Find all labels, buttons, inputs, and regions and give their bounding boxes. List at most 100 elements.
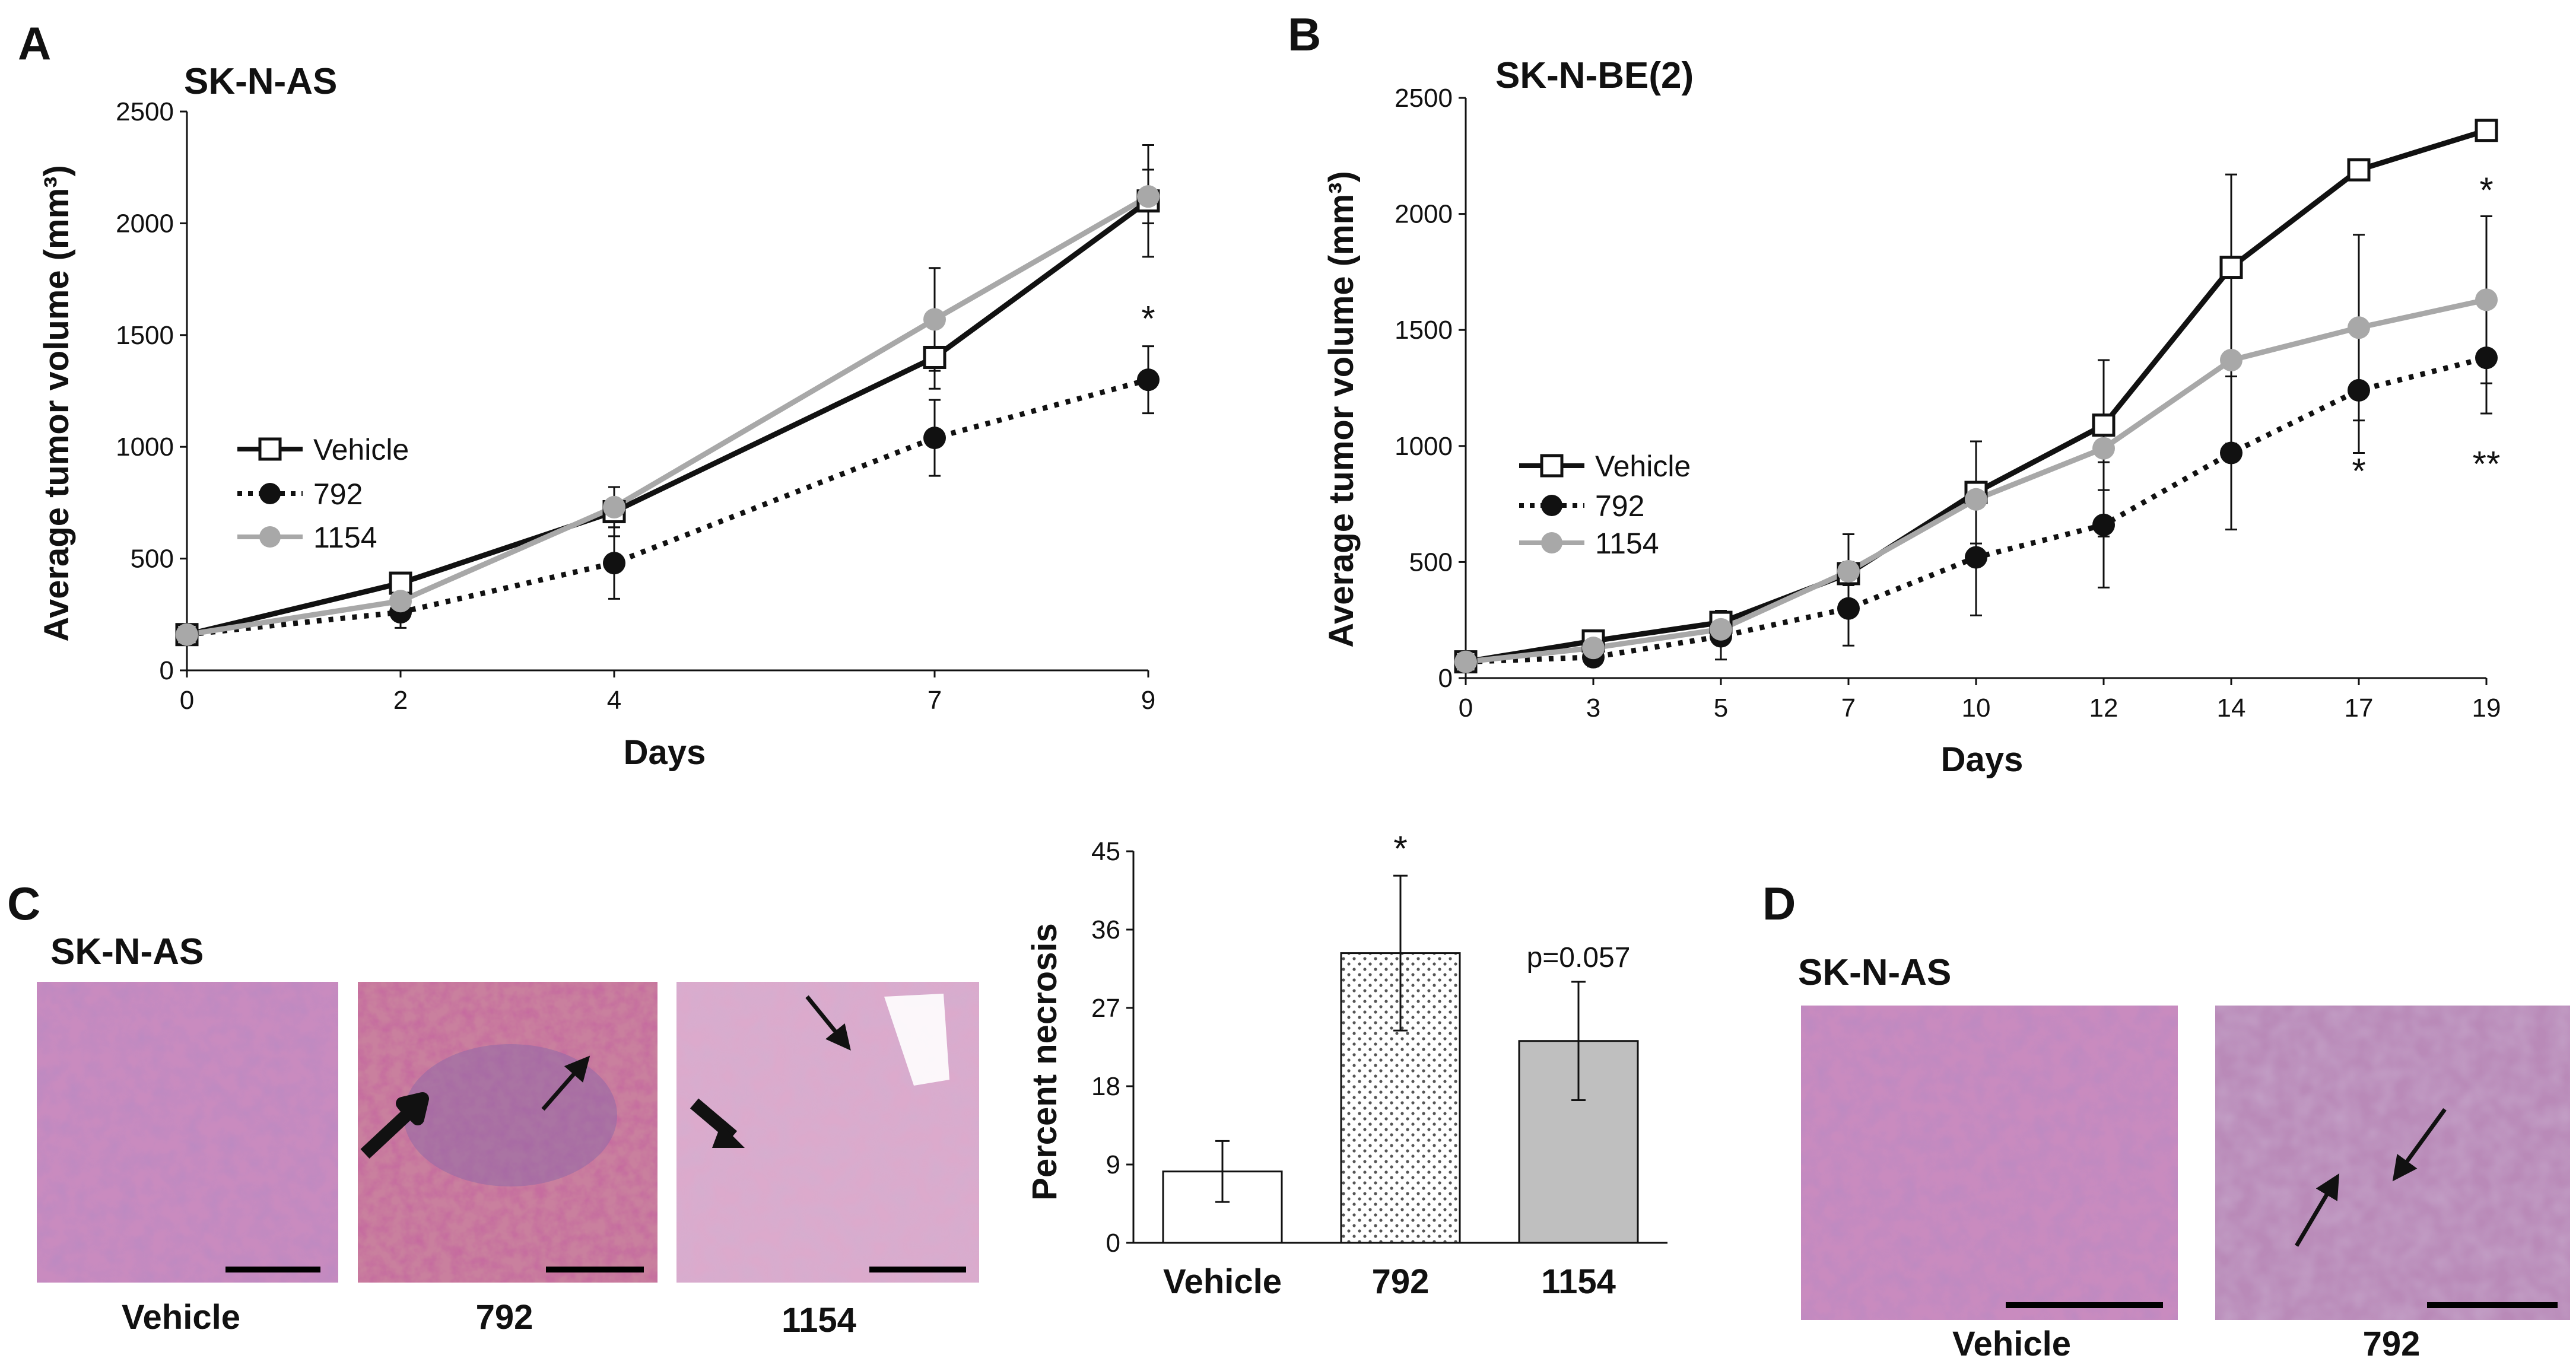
x-tick-label: 9 [1141, 686, 1155, 715]
significance-mark: ** [2473, 444, 2501, 484]
y-tick-label: 0 [1438, 664, 1453, 693]
y-tick-label: 1000 [1395, 432, 1453, 461]
data-point-1154 [1582, 637, 1605, 660]
chart-b-legend-vehicle: Vehicle [1595, 450, 1691, 483]
y-tick-label: 0 [1106, 1229, 1120, 1258]
data-point-vehicle [2092, 413, 2116, 437]
significance-mark: * [2479, 170, 2493, 210]
data-point-1154 [603, 495, 625, 518]
chart-c-bar: 0 9 18 27 36 45 Vehicle 792 1154 * p=0.057 Percen… [1025, 829, 1667, 1301]
chart-b-legend-1154: 1154 [1595, 527, 1659, 560]
panel-letter-b: B [1288, 8, 1321, 61]
x-tick-label: 0 [180, 686, 194, 715]
arrow-icon [2294, 1173, 2340, 1247]
x-tick-label: 7 [1841, 693, 1856, 723]
chart-c-bars [1162, 874, 1639, 1244]
histology-d-vehicle [1801, 1006, 2178, 1320]
arrow-icon [805, 995, 851, 1051]
y-tick-label: 2000 [1395, 200, 1453, 229]
series-line-1154 [186, 194, 1150, 638]
y-tick-label: 27 [1091, 994, 1120, 1023]
histology-c-vehicle [37, 982, 338, 1283]
chart-b-annotations: ** ** [2352, 170, 2500, 491]
x-tick-label: 17 [2345, 693, 2374, 723]
data-point-792 [2092, 513, 2115, 536]
chart-c-annotations: * p=0.057 [1393, 829, 1630, 973]
x-tick-label: 14 [2217, 693, 2246, 723]
caption-c-vehicle: Vehicle [122, 1298, 240, 1337]
x-tick-label: 1154 [1541, 1262, 1616, 1301]
y-tick-label: 2000 [116, 209, 174, 238]
data-point-792 [1965, 546, 1987, 569]
y-tick-label: 500 [131, 545, 174, 574]
x-tick-label: 4 [607, 686, 621, 715]
chart-a-annotations: * [1141, 298, 1155, 338]
histology-c-792 [358, 982, 658, 1283]
data-point-1154 [1454, 650, 1477, 673]
panel-letter-d: D [1762, 877, 1796, 930]
x-tick-label: 10 [1962, 693, 1991, 723]
chart-a-legend: Vehicle 792 1154 [237, 433, 409, 554]
significance-mark: * [2352, 451, 2365, 491]
y-tick-label: 2500 [116, 97, 174, 126]
x-tick-label: 0 [1459, 693, 1473, 723]
data-point-vehicle [2475, 119, 2498, 142]
y-tick-label: 18 [1091, 1072, 1120, 1101]
chart-a-x-label: Days [624, 733, 706, 772]
chart-b-x-label: Days [1941, 740, 2024, 779]
p-value-label: p=0.057 [1527, 942, 1631, 973]
series-line-vehicle [186, 199, 1150, 638]
chart-b-series [1454, 119, 2498, 674]
chart-a-series [175, 144, 1160, 647]
data-point-792 [1137, 368, 1160, 392]
significance-mark: * [1141, 298, 1155, 338]
data-point-1154 [1137, 185, 1160, 208]
data-point-1154 [2220, 349, 2243, 372]
y-tick-label: 2500 [1395, 84, 1453, 113]
arrow-icon [360, 1092, 429, 1159]
data-point-1154 [2092, 437, 2115, 460]
chart-c-y-label: Percent necrosis [1025, 923, 1064, 1200]
chart-c-axes: 0 9 18 27 36 45 Vehicle 792 1154 [1091, 837, 1667, 1301]
series-line-792 [186, 377, 1149, 638]
y-tick-label: 500 [1409, 548, 1453, 577]
y-tick-label: 0 [160, 656, 174, 685]
panel-d-cell-line: SK-N-AS [1798, 952, 1951, 993]
caption-d-792: 792 [2363, 1325, 2421, 1363]
x-tick-label: 792 [1372, 1262, 1430, 1301]
chart-a-legend-vehicle: Vehicle [313, 433, 409, 466]
x-tick-label: 12 [2089, 693, 2118, 723]
y-tick-label: 1500 [116, 321, 174, 350]
data-point-1154 [1710, 618, 1732, 641]
data-point-1154 [176, 623, 198, 646]
panel-letter-c: C [7, 877, 40, 930]
data-point-792 [2475, 346, 2498, 370]
chart-b-axes: 0 500 1000 1500 2000 2500 0 3 5 7 10 12 14 17 19 [1395, 84, 2501, 723]
arrow-head-icon [712, 1124, 745, 1148]
x-tick-label: 7 [928, 686, 942, 715]
data-point-1154 [389, 590, 412, 613]
data-point-1154 [923, 308, 946, 331]
x-tick-label: 19 [2472, 693, 2501, 723]
histology-c-1154 [676, 982, 979, 1283]
caption-d-vehicle: Vehicle [1952, 1325, 2071, 1363]
x-tick-label: 5 [1714, 693, 1728, 723]
data-point-1154 [2475, 288, 2498, 311]
x-tick-label: Vehicle [1163, 1262, 1282, 1301]
chart-b-legend-792: 792 [1595, 489, 1644, 523]
data-point-1154 [1837, 560, 1860, 583]
chart-a-y-label: Average tumor volume (mm³) [37, 165, 76, 642]
x-tick-label: 2 [393, 686, 408, 715]
data-point-792 [2348, 378, 2370, 402]
data-point-792 [923, 427, 946, 450]
histology-d-792 [2215, 1006, 2570, 1320]
caption-c-792: 792 [476, 1298, 533, 1337]
panel-c-cell-line: SK-N-AS [50, 931, 204, 972]
data-point-1154 [1965, 488, 1987, 511]
caption-c-1154: 1154 [782, 1301, 856, 1340]
data-point-792 [2220, 441, 2243, 465]
chart-a-title: SK-N-AS [184, 61, 337, 102]
arrow-icon [2392, 1108, 2447, 1182]
